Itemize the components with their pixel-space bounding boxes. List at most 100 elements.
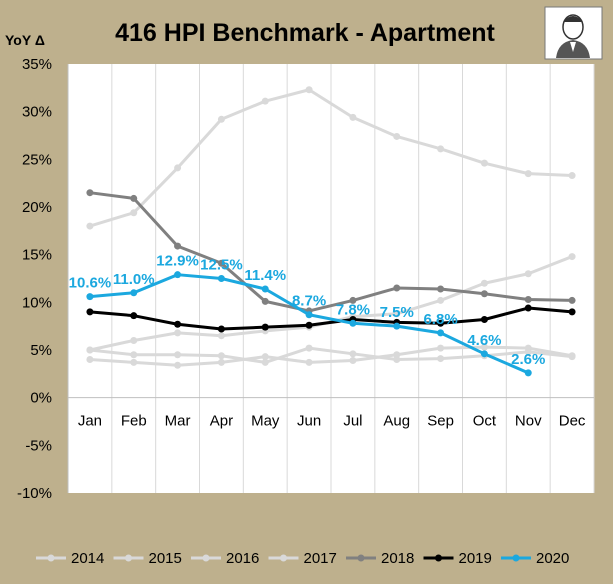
series-line-2015 [89, 346, 573, 364]
legend-label: 2018 [381, 550, 414, 567]
data-point-2016 [86, 346, 94, 354]
y-tick-label: 35% [22, 56, 52, 73]
y-tick-label: -10% [17, 485, 52, 502]
series-lines [86, 86, 576, 377]
data-point-2017 [86, 222, 94, 230]
legend-label: 2015 [149, 550, 182, 567]
data-point-2020 [349, 319, 357, 327]
data-point-2015 [261, 358, 269, 366]
series-line-2018 [89, 191, 573, 313]
legend: 2014 2015 2016 2017 2018 2019 2020 [36, 550, 569, 567]
data-point-2014 [86, 356, 94, 364]
data-point-2016 [568, 253, 576, 261]
y-tick-label: 10% [22, 294, 52, 311]
x-tick-label: Jun [297, 413, 321, 430]
data-point-2018 [130, 194, 138, 202]
y-tick-label: 30% [22, 104, 52, 121]
data-point-2018 [480, 290, 488, 298]
data-label: 7.8% [336, 301, 370, 318]
data-point-2014 [349, 356, 357, 364]
data-point-2016 [437, 296, 445, 304]
data-point-2014 [130, 358, 138, 366]
data-point-2017 [130, 209, 138, 217]
data-label: 11.0% [113, 271, 155, 288]
legend-entry-2020: 2020 [501, 550, 569, 567]
y-tick-label: -5% [25, 437, 52, 454]
data-point-2019 [86, 308, 94, 316]
data-labels: 10.6% 11.0%12.9% 12.5%11.4% 8.7% 7.8% 7.5% 6.8… [69, 253, 546, 368]
data-label: 8.7% [292, 293, 326, 310]
data-point-2019 [130, 312, 138, 320]
x-tick-label: Aug [383, 413, 410, 430]
y-tick-label: 0% [30, 390, 52, 407]
data-point-2015 [217, 352, 225, 360]
legend-marker [435, 554, 442, 562]
legend-marker [357, 554, 365, 562]
data-label: 4.6% [467, 332, 501, 349]
legend-entry-2018: 2018 [346, 550, 414, 567]
legend-entry-2014: 2014 [36, 550, 104, 567]
x-tick-label: May [251, 413, 280, 430]
data-point-2020 [86, 293, 94, 301]
data-label: 6.8% [423, 311, 457, 328]
x-tick-label: Dec [559, 413, 586, 430]
data-point-2014 [437, 344, 445, 352]
data-point-2017 [217, 115, 225, 123]
data-point-2020 [480, 350, 488, 358]
x-tick-label: Jan [78, 413, 102, 430]
data-point-2015 [393, 356, 401, 364]
data-point-2017 [393, 132, 401, 140]
data-point-2017 [524, 170, 532, 178]
data-point-2019 [568, 308, 576, 316]
data-point-2017 [174, 164, 182, 172]
legend-marker [512, 554, 520, 562]
x-tick-label: Mar [165, 413, 191, 430]
data-point-2018 [217, 259, 225, 267]
data-point-2016 [480, 279, 488, 287]
data-point-2019 [217, 325, 225, 333]
data-point-2019 [480, 315, 488, 323]
data-point-2014 [305, 358, 313, 366]
data-point-2020 [130, 289, 138, 297]
y-tick-label: 5% [30, 342, 52, 359]
data-label: 11.4% [244, 267, 286, 284]
data-point-2015 [174, 351, 182, 359]
axes: -10% -5% 0% 5% 10% 15% 20% 25% 30% 35% Jan Feb Mar Ap… [17, 56, 594, 502]
y-tick-label: 20% [22, 199, 52, 216]
data-label: 12.9% [156, 253, 199, 270]
data-point-2014 [217, 358, 225, 366]
x-tick-label: Apr [210, 413, 233, 430]
data-point-2020 [174, 271, 182, 279]
y-axis-label: YoY Δ [5, 32, 45, 48]
y-tick-label: 15% [22, 247, 52, 264]
legend-marker [47, 554, 55, 562]
data-point-2017 [261, 97, 269, 105]
data-point-2018 [524, 295, 532, 303]
x-tick-label: Sep [427, 413, 454, 430]
x-tick-label: Jul [343, 413, 362, 430]
data-point-2019 [437, 319, 445, 327]
data-point-2016 [174, 329, 182, 337]
legend-entry-2019: 2019 [423, 550, 492, 567]
data-point-2015 [437, 355, 445, 363]
series-line-2019 [89, 306, 573, 331]
data-point-2020 [217, 275, 225, 282]
data-point-2014 [480, 343, 488, 351]
x-tick-label: Oct [473, 413, 497, 430]
data-point-2016 [217, 332, 225, 340]
data-point-2015 [349, 350, 357, 358]
legend-entry-2015: 2015 [113, 550, 182, 567]
data-point-2016 [393, 310, 401, 318]
legend-label: 2017 [304, 550, 337, 567]
data-point-2014 [174, 361, 182, 369]
data-point-2015 [130, 351, 138, 359]
data-point-2020 [261, 285, 269, 293]
data-point-2017 [349, 113, 357, 121]
data-point-2019 [305, 321, 313, 329]
data-point-2020 [393, 322, 401, 330]
series-line-2014 [89, 345, 573, 367]
data-label: 12.5% [200, 257, 243, 274]
legend-label: 2020 [536, 550, 569, 567]
x-tick-label: Nov [515, 413, 542, 430]
data-point-2015 [568, 353, 576, 361]
